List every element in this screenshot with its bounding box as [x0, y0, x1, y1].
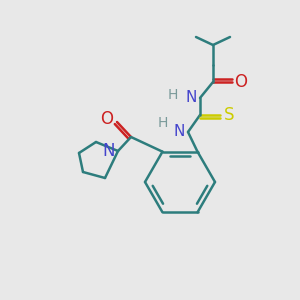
Text: N: N — [185, 91, 197, 106]
Text: H: H — [158, 116, 168, 130]
Text: O: O — [100, 110, 113, 128]
Text: N: N — [173, 124, 185, 140]
Text: H: H — [168, 88, 178, 102]
Text: S: S — [224, 106, 234, 124]
Text: N: N — [103, 142, 115, 160]
Text: O: O — [235, 73, 248, 91]
